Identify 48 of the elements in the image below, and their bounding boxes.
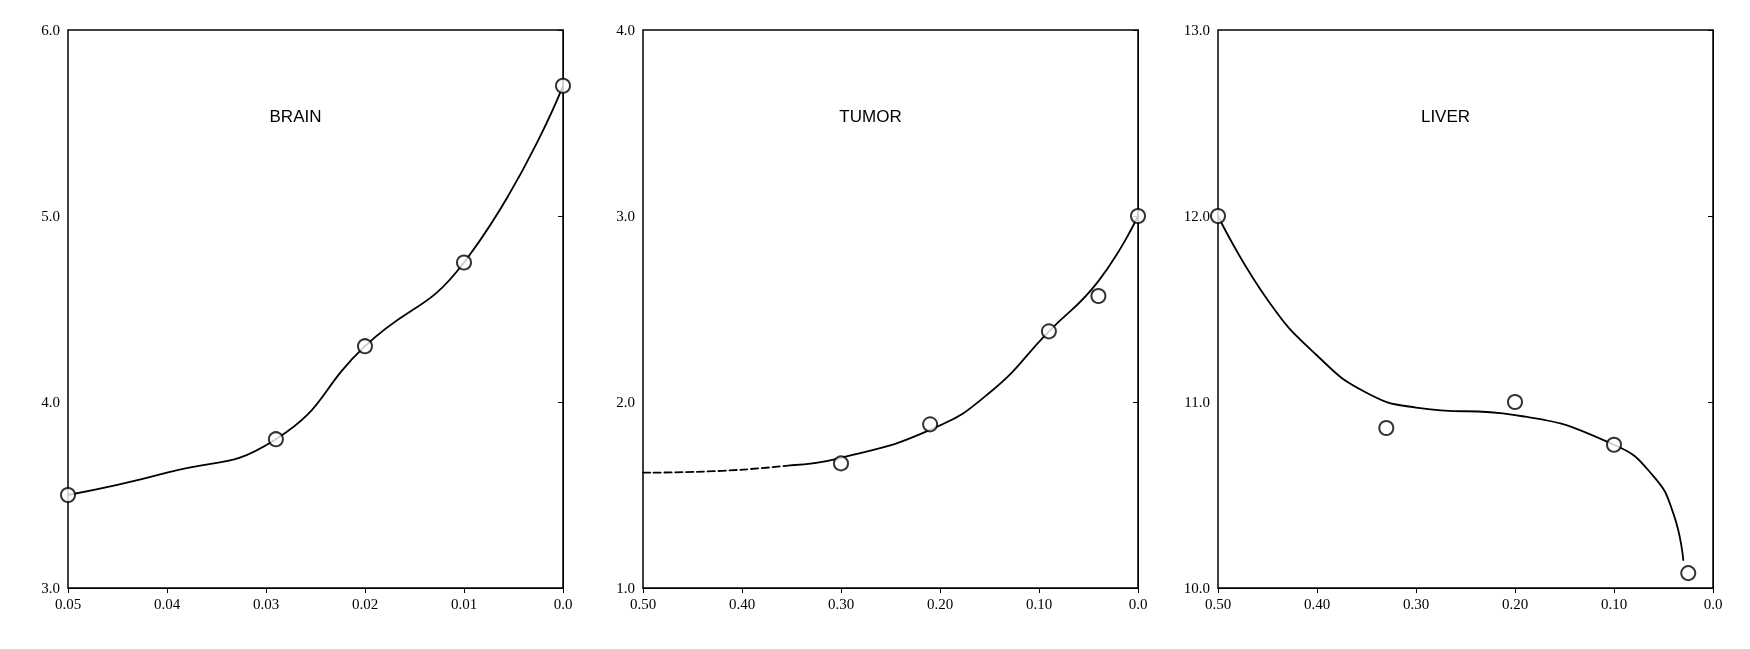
point <box>1378 420 1395 437</box>
y-tick-label: 6.0 <box>41 22 60 38</box>
point <box>60 487 76 503</box>
x-tick-label: 0.50 <box>629 595 657 612</box>
x-tick-label: 0.04 <box>153 595 181 612</box>
x-tick-label: 0.30 <box>827 595 855 612</box>
point <box>922 416 939 433</box>
y-tick-label: 4.0 <box>616 22 635 38</box>
x-tick-label: 0.0 <box>1128 595 1148 612</box>
x-tick-label: 0.20 <box>926 595 954 612</box>
x-tick-label: 0.40 <box>1303 595 1331 612</box>
x-tick-label: 0.05 <box>54 595 82 612</box>
y-tick-label: 2.0 <box>616 394 635 410</box>
x-tick-label: 0.03 <box>252 595 280 612</box>
point <box>1130 208 1146 224</box>
point <box>1680 565 1697 582</box>
x-tick-label: 0.01 <box>450 595 478 612</box>
point <box>555 77 571 94</box>
x-tick-label: 0.40 <box>728 595 756 612</box>
y-tick-label: 5.0 <box>41 208 60 224</box>
y-tick-label: 13.0 <box>1183 22 1210 38</box>
point <box>1507 394 1523 410</box>
y-tick-label: 4.0 <box>41 394 60 410</box>
x-tick-label: 0.30 <box>1402 595 1430 612</box>
y-tick-label: 3.0 <box>41 580 60 596</box>
x-tick-label: 0.10 <box>1600 595 1628 612</box>
point <box>1090 287 1107 304</box>
x-tick-label: 0.02 <box>351 595 379 612</box>
text: LIVER <box>1420 107 1471 126</box>
point <box>1210 208 1226 224</box>
y-tick-label: 1.0 <box>616 580 635 596</box>
y-tick-label: 3.0 <box>616 208 635 224</box>
x-tick-label: 0.10 <box>1025 595 1053 612</box>
y-tick-label: 12.0 <box>1183 208 1210 224</box>
point <box>357 338 373 355</box>
x-tick-label: 0.0 <box>553 595 573 612</box>
y-tick-label: 11.0 <box>1184 394 1210 410</box>
y-tick-label: 10.0 <box>1183 580 1210 596</box>
text: TUMOR <box>839 107 902 126</box>
point <box>1606 436 1622 453</box>
point <box>1040 323 1057 340</box>
point <box>456 254 472 271</box>
x-tick-label: 0.0 <box>1703 595 1723 612</box>
point <box>833 455 849 472</box>
x-tick-label: 0.50 <box>1204 595 1232 612</box>
point <box>267 431 284 448</box>
x-tick-label: 0.20 <box>1501 595 1529 612</box>
text: BRAIN <box>269 107 322 126</box>
